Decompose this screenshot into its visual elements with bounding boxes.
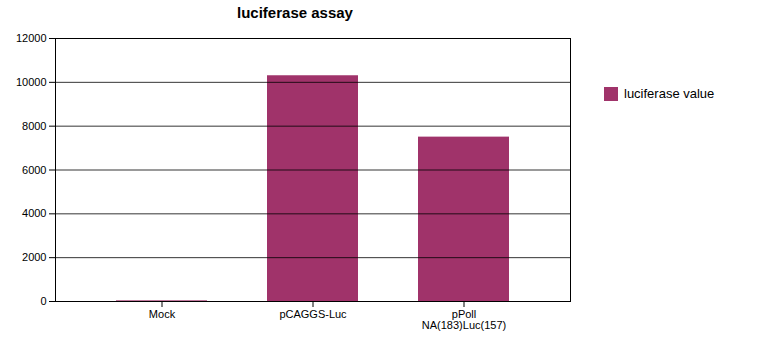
svg-text:0: 0 (40, 295, 46, 307)
svg-text:6000: 6000 (22, 164, 46, 176)
html-text:luciferase assay: luciferase assay (237, 4, 353, 21)
svg-text:pPollNA(183)Luc(157): pPollNA(183)Luc(157) (422, 308, 506, 331)
svg-text:10000: 10000 (16, 76, 47, 88)
svg-text:4000: 4000 (22, 207, 46, 219)
html-text:luciferase value: luciferase value (624, 86, 715, 101)
svg-text:8000: 8000 (22, 120, 46, 132)
svg-text:Mock: Mock (149, 308, 176, 320)
svg-text:2000: 2000 (22, 251, 46, 263)
svg-text:pCAGGS-Luc: pCAGGS-Luc (279, 308, 347, 320)
svg-text:12000: 12000 (16, 32, 47, 44)
